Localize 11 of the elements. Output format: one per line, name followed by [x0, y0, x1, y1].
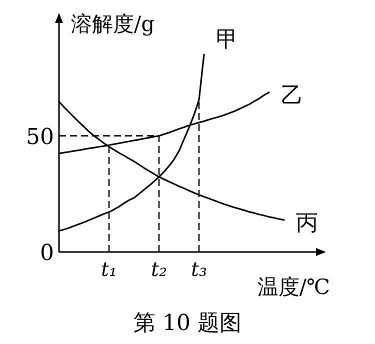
series-label: 甲 — [216, 28, 238, 52]
x-tick-label: t₂ — [150, 257, 168, 281]
y-axis-title: 溶解度/g — [71, 12, 155, 36]
y-tick-label: 50 — [26, 124, 54, 150]
x-tick-label: t₁ — [100, 257, 118, 281]
y-tick-label: 0 — [40, 241, 54, 266]
text: 第 10 题图 — [134, 311, 242, 336]
series-label: 乙 — [281, 83, 303, 108]
x-tick-label: t₃ — [190, 257, 208, 281]
series-label: 丙 — [296, 210, 318, 236]
x-axis-title: 温度/℃ — [257, 275, 330, 299]
